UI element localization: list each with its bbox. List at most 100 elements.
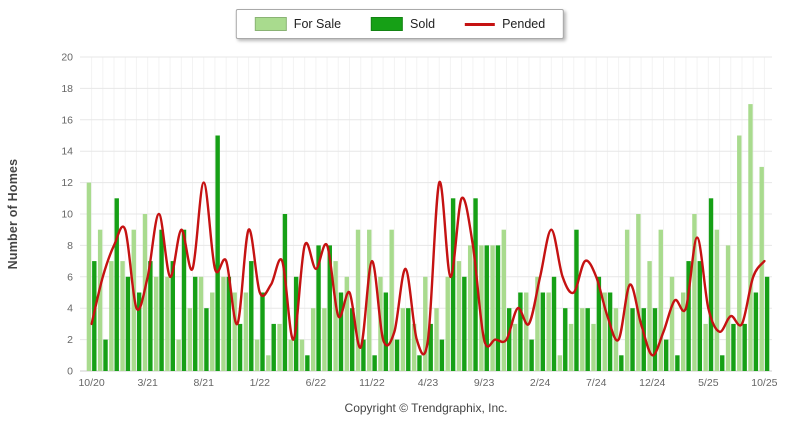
bar-for-sale — [400, 308, 406, 371]
bar-sold — [450, 198, 456, 371]
bar-for-sale — [490, 245, 495, 371]
bar-for-sale — [176, 339, 181, 371]
bar-sold — [159, 229, 164, 371]
bar-for-sale — [254, 339, 260, 371]
bar-for-sale — [411, 323, 417, 371]
bar-for-sale — [434, 308, 439, 371]
bar-sold — [764, 276, 770, 371]
sold-swatch-icon — [371, 17, 404, 31]
bar-sold — [316, 245, 321, 371]
bar-sold — [394, 339, 400, 371]
bar-for-sale — [568, 323, 574, 371]
bar-for-sale — [299, 339, 305, 371]
bar-sold — [215, 135, 220, 371]
bar-for-sale — [658, 229, 663, 371]
bar-for-sale — [580, 308, 585, 371]
bar-for-sale — [546, 292, 551, 371]
bar-for-sale — [714, 229, 720, 371]
bar-sold — [372, 355, 377, 371]
bar-sold — [686, 261, 691, 371]
bar-sold — [226, 276, 232, 371]
y-tick-label: 8 — [67, 240, 73, 252]
x-tick-label: 6/22 — [306, 377, 327, 389]
bar-for-sale — [86, 182, 92, 371]
bar-for-sale — [367, 229, 372, 371]
bar-sold — [204, 308, 209, 371]
bar-for-sale — [703, 323, 708, 371]
bar-sold — [237, 323, 243, 371]
bar-sold — [305, 355, 310, 371]
x-axis-ticks: 10/20 3/21 8/21 1/22 6/22 11/22 4/23 9/23 2/24 7/… — [78, 377, 777, 389]
bar-for-sale — [322, 308, 327, 371]
bar-sold — [114, 198, 119, 371]
bar-sold — [428, 323, 433, 371]
bar-for-sale — [647, 261, 652, 371]
x-tick-label: 1/22 — [250, 377, 271, 389]
bar-sold — [607, 292, 613, 371]
bar-for-sale — [243, 292, 249, 371]
bar-sold — [462, 276, 467, 371]
bar-sold — [417, 355, 422, 371]
pended-line-icon — [465, 22, 496, 26]
bar-sold — [260, 292, 265, 371]
legend-label-for-sale: For Sale — [293, 17, 342, 31]
x-tick-label: 10/25 — [751, 377, 777, 389]
x-tick-label: 11/22 — [359, 377, 385, 389]
legend-item-sold: Sold — [371, 17, 435, 31]
x-tick-label: 2/24 — [530, 377, 551, 389]
bar-sold — [652, 308, 658, 371]
y-tick-label: 16 — [61, 114, 73, 126]
bar-for-sale — [355, 229, 361, 371]
bar-for-sale — [535, 276, 540, 371]
bar-for-sale — [748, 104, 753, 371]
legend-item-for-sale: For Sale — [254, 17, 342, 31]
bar-sold — [720, 355, 725, 371]
bar-for-sale — [232, 292, 237, 371]
y-tick-label: 4 — [67, 303, 73, 315]
bar-for-sale — [602, 292, 607, 371]
bar-sold — [585, 308, 590, 371]
bar-for-sale — [445, 276, 450, 371]
bar-sold — [181, 229, 187, 371]
bar-for-sale — [221, 276, 226, 371]
legend-item-pended: Pended — [465, 17, 545, 31]
bar-for-sale — [153, 276, 159, 371]
bar-sold — [742, 323, 747, 371]
bar-for-sale — [467, 245, 473, 371]
bar-for-sale — [557, 355, 563, 371]
bar-sold — [529, 339, 534, 371]
bar-sold — [350, 308, 355, 371]
bar-sold — [731, 323, 736, 371]
bar-sold — [596, 276, 602, 371]
y-tick-label: 12 — [61, 177, 73, 189]
bar-for-sale — [210, 292, 215, 371]
bar-sold — [136, 292, 142, 371]
x-tick-label: 4/23 — [418, 377, 439, 389]
bar-for-sale — [187, 308, 193, 371]
bar-for-sale — [692, 214, 697, 371]
y-axis-title: Number of Homes — [6, 158, 20, 270]
chart-legend: For Sale Sold Pended — [235, 9, 565, 39]
bar-for-sale — [423, 276, 428, 371]
x-tick-label: 8/21 — [194, 377, 215, 389]
bar-for-sale — [512, 323, 518, 371]
bar-sold — [327, 245, 332, 371]
bar-for-sale — [288, 339, 293, 371]
y-tick-label: 20 — [61, 52, 73, 64]
bar-for-sale — [759, 166, 764, 371]
pended-line — [90, 181, 766, 357]
bar-for-sale — [344, 276, 350, 371]
y-axis-ticks: 0 2 4 6 8 10 12 14 16 18 20 — [61, 52, 73, 378]
bar-sold — [484, 245, 489, 371]
bar-for-sale — [681, 292, 686, 371]
bar-for-sale — [310, 308, 316, 371]
x-tick-label: 9/23 — [474, 377, 495, 389]
bar-for-sale — [277, 323, 282, 371]
bar-for-sale — [165, 276, 170, 371]
x-tick-label: 5/25 — [698, 377, 719, 389]
bar-for-sale — [120, 261, 125, 371]
bar-for-sale — [333, 261, 338, 371]
bar-sold — [506, 308, 512, 371]
bar-sold — [439, 339, 445, 371]
x-tick-label: 7/24 — [586, 377, 607, 389]
